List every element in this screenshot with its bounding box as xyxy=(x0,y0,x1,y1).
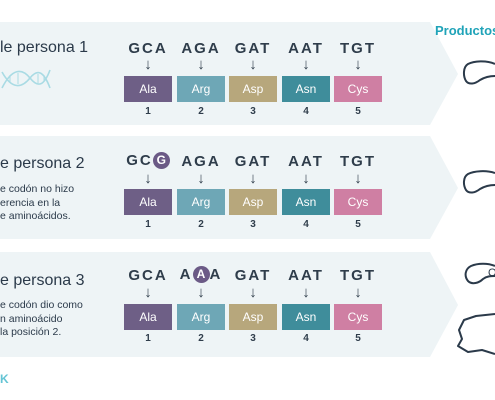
row-2-position-2: 2 xyxy=(198,219,204,230)
row-3-position-4: 4 xyxy=(303,333,309,344)
row-2-title: e persona 2 xyxy=(0,155,85,172)
row-1-amino-acid-5: Cys xyxy=(334,76,382,102)
down-arrow-icon: ↓ xyxy=(249,170,257,187)
row-1-codon-4: AAT xyxy=(288,40,324,57)
row-3-position-5: 5 xyxy=(355,333,361,344)
down-arrow-icon: ↓ xyxy=(197,170,205,187)
products-header: Productos xyxy=(435,23,495,38)
row-1-codon-1: GCA xyxy=(128,40,168,57)
row-1-title: le persona 1 xyxy=(0,39,89,56)
down-arrow-icon: ↓ xyxy=(302,170,310,187)
row-2-desc-line-2: erencia en la xyxy=(0,196,61,209)
row-1-position-5: 5 xyxy=(355,106,361,117)
row-2-codon-4: AAT xyxy=(288,153,324,170)
down-arrow-icon: ↓ xyxy=(302,56,310,73)
row-1-position-4: 4 xyxy=(303,106,309,117)
row-2-amino-acid-2: Arg xyxy=(177,189,225,215)
down-arrow-icon: ↓ xyxy=(197,56,205,73)
row-1-position-3: 3 xyxy=(250,106,256,117)
row-2-amino-acid-1: Ala xyxy=(124,189,172,215)
row-3-amino-acid-5: Cys xyxy=(334,304,382,330)
row-3-position-2: 2 xyxy=(198,333,204,344)
down-arrow-icon: ↓ xyxy=(144,56,152,73)
down-arrow-icon: ↓ xyxy=(354,170,362,187)
down-arrow-icon: ↓ xyxy=(249,284,257,301)
row-3-codon-1: GCA xyxy=(128,267,168,284)
down-arrow-icon: ↓ xyxy=(354,56,362,73)
row-3-codon-3: GAT xyxy=(234,267,272,284)
row-2-position-3: 3 xyxy=(250,219,256,230)
row-3-desc-line-2: n aminoácido xyxy=(0,312,63,325)
protein-product-shape xyxy=(464,262,495,285)
row-3-codon-5: TGT xyxy=(340,267,376,284)
row-3-position-1: 1 xyxy=(145,333,151,344)
down-arrow-icon: ↓ xyxy=(144,170,152,187)
row-3-amino-acid-3: Asp xyxy=(229,304,277,330)
row-2-amino-acid-4: Asn xyxy=(282,189,330,215)
row-3-amino-acid-1: Ala xyxy=(124,304,172,330)
down-arrow-icon: ↓ xyxy=(144,284,152,301)
row-2-description: e codón no hizo erencia en la e aminoáci… xyxy=(0,183,118,224)
row-2-amino-acid-5: Cys xyxy=(334,189,382,215)
protein-product-shape xyxy=(462,170,495,194)
row-3-amino-acid-2: Arg xyxy=(177,304,225,330)
row-3-title: e persona 3 xyxy=(0,272,85,289)
row-3-amino-acid-4: Asn xyxy=(282,304,330,330)
row-2-position-5: 5 xyxy=(355,219,361,230)
row-1-codon-3: GAT xyxy=(234,40,272,57)
row-3-desc-line-1: e codón dio como xyxy=(0,299,83,311)
row-2-desc-line-1: e codón no hizo xyxy=(0,183,75,195)
protein-product-shape xyxy=(462,60,495,85)
row-1-amino-acid-2: Arg xyxy=(177,76,225,102)
row-1-amino-acid-4: Asn xyxy=(282,76,330,102)
row-2-codon-2: AGA xyxy=(181,153,221,170)
row-3-desc-line-3: la posición 2. xyxy=(0,326,62,338)
down-arrow-icon: ↓ xyxy=(197,284,205,301)
row-1-amino-acid-1: Ala xyxy=(124,76,172,102)
row-1-band xyxy=(0,22,430,125)
row-3-codon-4: AAT xyxy=(288,267,324,284)
row-2-codon-1: GC G xyxy=(123,152,173,169)
row-2-position-1: 1 xyxy=(145,219,151,230)
row-1-codon-2: AGA xyxy=(181,40,221,57)
row-2-amino-acid-3: Asp xyxy=(229,189,277,215)
row-3-band-tip xyxy=(430,252,458,357)
down-arrow-icon: ↓ xyxy=(302,284,310,301)
misfolded-protein-shape xyxy=(457,313,495,355)
row-1-band-tip xyxy=(430,22,458,125)
row-3-description: e codón dio como n aminoácido la posició… xyxy=(0,299,118,340)
down-arrow-icon: ↓ xyxy=(249,56,257,73)
dna-helix-icon xyxy=(1,69,51,89)
or-separator: O xyxy=(488,267,495,279)
brand-logo-fragment: K xyxy=(0,372,9,386)
row-3-position-3: 3 xyxy=(250,333,256,344)
row-2-band xyxy=(0,136,430,239)
down-arrow-icon: ↓ xyxy=(354,284,362,301)
row-2-codon-5: TGT xyxy=(340,153,376,170)
row-1-amino-acid-3: Asp xyxy=(229,76,277,102)
row-1-position-1: 1 xyxy=(145,106,151,117)
mutated-base-marker: G xyxy=(152,152,170,169)
row-2-desc-line-3: e aminoácidos. xyxy=(0,210,71,222)
row-1-position-2: 2 xyxy=(198,106,204,117)
row-2-codon-3: GAT xyxy=(234,153,272,170)
row-2-position-4: 4 xyxy=(303,219,309,230)
mutated-base-marker: A xyxy=(192,266,210,283)
row-1-codon-5: TGT xyxy=(340,40,376,57)
row-2-band-tip xyxy=(430,136,458,239)
